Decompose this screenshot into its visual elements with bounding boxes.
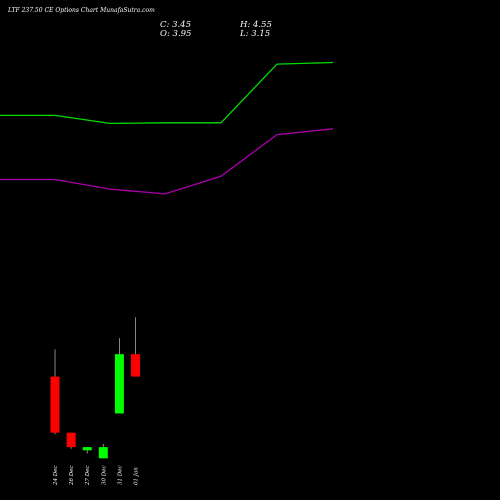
- upper-indicator-line: [0, 61, 334, 125]
- indicator-lines: [0, 61, 334, 195]
- lower-indicator-line: [0, 128, 334, 195]
- candle-body: [98, 447, 108, 459]
- x-tick-label: 30 Dec: [101, 466, 107, 486]
- x-tick-label: 24 Dec: [53, 466, 59, 487]
- chart-title: LTF 237.50 CE Options Chart MunafaSutra.…: [8, 7, 155, 14]
- low-value: L: 3.15: [240, 29, 271, 39]
- x-tick-label: 27 Dec: [85, 466, 91, 487]
- x-tick-label: 26 Dec: [69, 466, 75, 487]
- x-tick-label: 31 Dec: [117, 466, 123, 486]
- candles: [50, 317, 140, 459]
- open-value: O: 3.95: [160, 29, 192, 39]
- candle-body: [114, 354, 124, 414]
- x-tick-label: 01 Jan: [134, 467, 140, 485]
- candle-body: [66, 432, 76, 448]
- x-axis-labels: 24 Dec 26 Dec 27 Dec 30 Dec 31 Dec 01 Jan: [53, 466, 140, 487]
- candle-body: [82, 447, 92, 451]
- close-value: C: 3.45: [160, 20, 191, 30]
- high-value: H: 4.55: [240, 20, 272, 30]
- candle-body: [50, 376, 60, 433]
- candle-body: [131, 354, 140, 377]
